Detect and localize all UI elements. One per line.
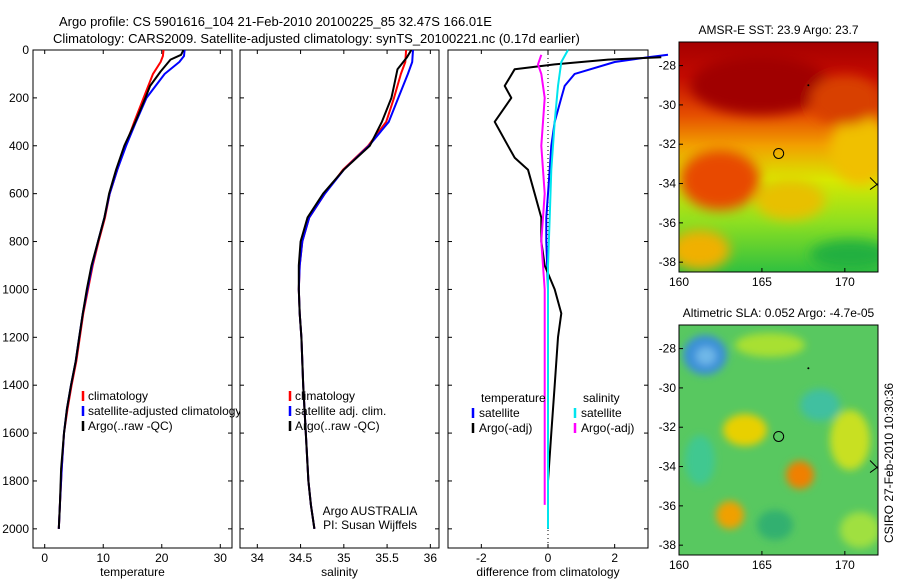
salt-xtick-label: 34.5 (289, 551, 313, 565)
diff-xlabel: difference from climatology (476, 565, 619, 579)
depth-tick-label: 1400 (2, 378, 29, 392)
temp-xtick-label: 0 (41, 551, 48, 565)
depth-tick-label: 600 (9, 187, 29, 201)
sla_map-ytick-label: -32 (659, 420, 677, 434)
depth-tick-label: 400 (9, 139, 29, 153)
diff-legend-label: Argo(-adj) (479, 421, 532, 435)
diff-legend-label: Argo(-adj) (581, 421, 634, 435)
operator-note: PI: Susan Wijffels (323, 518, 417, 532)
diff-xtick-label: -2 (476, 551, 487, 565)
temp-legend-label: Argo(..raw -QC) (88, 419, 173, 433)
depth-tick-label: 1000 (2, 282, 29, 296)
salt-plot-frame (239, 49, 440, 549)
salt-legend-label: satellite adj. clim. (295, 404, 386, 418)
sla_map-xtick-label: 160 (669, 558, 689, 572)
sla_map-ytick-label: -34 (659, 460, 677, 474)
sst_map-xtick-label: 170 (835, 275, 855, 289)
salt-xtick-label: 35.5 (375, 551, 399, 565)
depth-tick-label: 1800 (2, 474, 29, 488)
salt-xtick-label: 36 (424, 551, 438, 565)
diff-legend-label: satellite (479, 406, 520, 420)
depth-tick-label: 200 (9, 91, 29, 105)
depth-tick-label: 2000 (2, 522, 29, 536)
depth-tick-label: 0 (22, 43, 29, 57)
sla_map-float-marker (773, 430, 785, 442)
diff-legend-salinity-title: salinity (583, 391, 620, 405)
operator-note: Argo AUSTRALIA (323, 504, 418, 518)
sla_map-island-dot (807, 367, 810, 370)
temp-plot-frame (32, 49, 233, 549)
diff-legend-label: satellite (581, 406, 622, 420)
salt-xtick-label: 34 (251, 551, 265, 565)
depth-tick-label: 800 (9, 235, 29, 249)
sst_map-coast-outline (869, 177, 879, 190)
salt-legend-label: Argo(..raw -QC) (295, 419, 380, 433)
sst_map-float-marker (773, 147, 785, 159)
salt-xlabel: salinity (321, 565, 358, 579)
diff-xtick-label: 2 (611, 551, 618, 565)
sla_map-title: Altimetric SLA: 0.052 Argo: -4.7e-05 (683, 306, 875, 320)
temp-xtick-label: 20 (155, 551, 169, 565)
temp-xlabel: temperature (100, 565, 165, 579)
sst_map-ytick-label: -34 (659, 177, 677, 191)
sla_map-ytick-label: -38 (659, 538, 677, 552)
diff-legend-temperature-title: temperature (481, 391, 546, 405)
temp-legend-label: satellite-adjusted climatology (88, 404, 241, 418)
sla_map-ytick-label: -30 (659, 381, 677, 395)
depth-tick-label: 1200 (2, 330, 29, 344)
sla_map-frame (678, 324, 879, 556)
sla_map-coast-outline (869, 460, 879, 473)
sst_map-title: AMSR-E SST: 23.9 Argo: 23.7 (698, 23, 858, 37)
sst_map-ytick-label: -30 (659, 98, 677, 112)
salt-series-line-2 (297, 49, 413, 529)
diff-xtick-label: 0 (545, 551, 552, 565)
diff-series-line-3 (537, 54, 546, 505)
sst_map-xtick-label: 160 (669, 275, 689, 289)
temp-series-line-2 (57, 49, 185, 529)
temp-legend-label: climatology (88, 389, 148, 403)
temp-xtick-label: 30 (214, 551, 228, 565)
sst_map-xtick-label: 165 (752, 275, 772, 289)
figure-title-line1: Argo profile: CS 5901616_104 21-Feb-2010… (59, 14, 492, 29)
sla-map-field (679, 325, 878, 555)
sst_map-frame (678, 41, 879, 273)
sla_map-xtick-label: 170 (835, 558, 855, 572)
sst_map-ytick-label: -36 (659, 216, 677, 230)
diff-series-line-2 (547, 49, 569, 529)
temp-xtick-label: 10 (97, 551, 111, 565)
sst_map-island-dot (807, 84, 810, 87)
sla_map-xtick-label: 165 (752, 558, 772, 572)
salt-legend-label: climatology (295, 389, 355, 403)
sst_map-ytick-label: -32 (659, 137, 677, 151)
diff-series-line-1 (493, 56, 662, 529)
salt-xtick-label: 35 (337, 551, 351, 565)
sst_map-ytick-label: -38 (659, 255, 677, 269)
sla_map-ytick-label: -28 (659, 342, 677, 356)
sst-map-field (679, 42, 878, 272)
depth-tick-label: 1600 (2, 426, 29, 440)
sst_map-ytick-label: -28 (659, 59, 677, 73)
side-stamp: CSIRO 27-Feb-2010 10:30:36 (882, 383, 896, 543)
figure-title-line2: Climatology: CARS2009. Satellite-adjuste… (53, 31, 580, 46)
sla_map-ytick-label: -36 (659, 499, 677, 513)
